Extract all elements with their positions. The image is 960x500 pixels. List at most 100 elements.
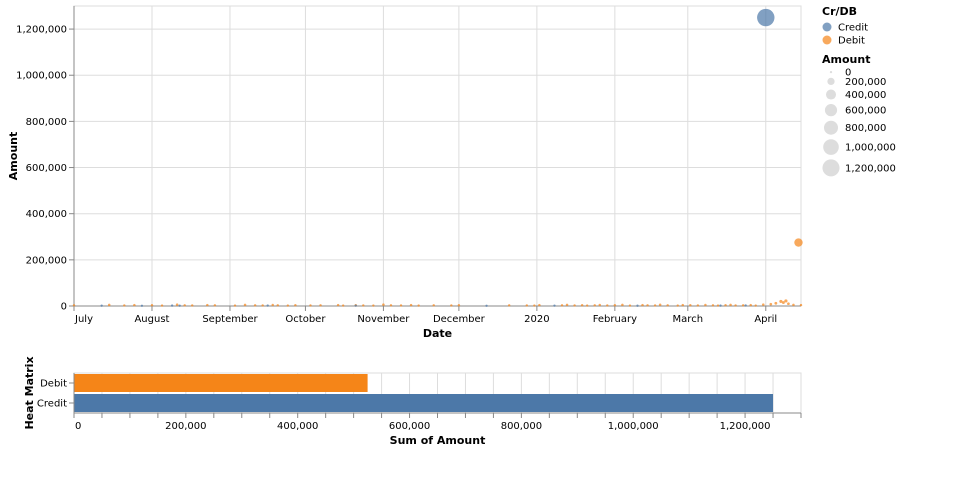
scatter-point-debit	[754, 304, 757, 307]
scatter-point-debit	[362, 304, 365, 307]
size-legend-label: 400,000	[845, 90, 886, 101]
scatter-point-debit	[261, 304, 264, 307]
scatter-point-credit	[744, 304, 747, 307]
scatter-plot-frame	[73, 5, 802, 307]
scatter-point-debit	[183, 304, 186, 307]
scatter-point-debit	[233, 304, 237, 307]
size-legend-label: 0	[845, 68, 851, 79]
size-legend-circle	[823, 139, 839, 155]
scatter-point-debit	[450, 304, 453, 307]
bar-x-tick-label: 1,200,000	[720, 421, 771, 432]
scatter-point-debit	[646, 304, 649, 307]
size-legend-label: 200,000	[845, 77, 886, 88]
y-tick-label: 800,000	[26, 117, 67, 128]
size-legend-circle	[825, 89, 837, 100]
legend-label-credit: Credit	[838, 23, 868, 34]
color-legend-entries: Credit Debit	[822, 22, 868, 47]
bar-debit	[74, 374, 368, 392]
scatter-point-debit	[294, 303, 297, 307]
scatter-point-debit	[409, 303, 413, 307]
scatter-point-debit	[565, 303, 569, 307]
scatter-point-debit	[769, 302, 773, 306]
scatter-point-debit	[123, 304, 126, 307]
scatter-chart: 0 200,000 400,000 600,000 800,000 1,000,000 1,…	[7, 5, 803, 340]
scatter-point-debit	[799, 303, 803, 307]
scatter-point-credit	[485, 304, 488, 307]
scatter-point-debit	[741, 304, 745, 307]
scatter-point-debit	[538, 303, 541, 307]
scatter-point-debit	[573, 304, 576, 307]
scatter-point-debit	[271, 303, 274, 307]
scatter-point-debit	[133, 303, 136, 307]
bar-x-tick-label: 200,000	[165, 421, 206, 432]
scatter-x-axis-title: Date	[423, 327, 452, 340]
x-tick-label: November	[357, 314, 410, 325]
scatter-point-debit	[704, 303, 707, 307]
scatter-point-debit	[689, 303, 692, 307]
size-legend-title: Amount	[822, 53, 870, 66]
scatter-point-debit	[781, 301, 785, 305]
scatter-point-debit	[585, 304, 589, 307]
y-tick-label: 1,000,000	[16, 71, 67, 82]
x-tick-label: December	[433, 314, 486, 325]
scatter-point-debit	[761, 303, 765, 306]
x-tick-label: March	[673, 314, 703, 325]
size-legend-circle	[827, 77, 835, 86]
scatter-points	[72, 8, 803, 307]
scatter-point-debit	[676, 304, 679, 307]
y-tick-label: 600,000	[26, 163, 67, 174]
scatter-point-debit	[253, 304, 257, 307]
scatter-point-debit	[175, 303, 179, 306]
size-legend-circle	[823, 120, 839, 135]
size-legend-label: 1,000,000	[845, 143, 896, 154]
scatter-point-debit	[598, 303, 601, 307]
scatter-point-debit	[457, 303, 461, 307]
scatter-point-debit	[276, 304, 279, 307]
scatter-point-debit	[372, 304, 375, 307]
scatter-y-axis: 0 200,000 400,000 600,000 800,000 1,000,000 1,…	[16, 6, 75, 313]
scatter-point-debit	[206, 303, 209, 307]
y-tick-label: 1,200,000	[16, 25, 67, 36]
scatter-point-debit	[560, 304, 564, 307]
scatter-point-debit	[286, 304, 290, 307]
scatter-point-debit	[191, 304, 194, 307]
bar-chart: Debit Credit 0 200,000 400,000 600,000 800,00…	[23, 356, 802, 447]
scatter-point-debit	[593, 304, 596, 307]
scatter-point-debit	[309, 304, 312, 307]
y-tick-label: 200,000	[26, 255, 67, 266]
scatter-point-credit	[140, 304, 144, 307]
bar-x-tick-label: 0	[75, 421, 81, 432]
scatter-point-credit	[636, 304, 639, 307]
scatter-x-axis: July August September October November Decemb…	[73, 305, 801, 325]
scatter-point-debit	[580, 303, 584, 307]
scatter-point-debit	[160, 304, 164, 307]
scatter-point-credit	[354, 304, 357, 307]
scatter-point-debit	[319, 304, 322, 307]
scatter-point-debit	[774, 301, 778, 305]
scatter-point-debit	[606, 304, 609, 307]
scatter-point-debit	[711, 304, 715, 307]
bar-y-tick-label: Debit	[40, 379, 67, 390]
scatter-point-debit	[734, 304, 737, 307]
y-tick-label: 0	[61, 302, 67, 313]
x-tick-label: August	[134, 314, 169, 325]
scatter-point-credit	[719, 304, 722, 307]
bar-x-tick-label: 800,000	[501, 421, 542, 432]
scatter-point-debit	[716, 304, 720, 307]
bar-x-axis-title: Sum of Amount	[390, 434, 486, 447]
scatter-point-debit	[399, 304, 403, 307]
bar-credit	[74, 394, 774, 412]
scatter-point-debit	[787, 302, 790, 306]
size-legend-label: 600,000	[845, 106, 886, 117]
scatter-point-debit	[341, 304, 345, 307]
scatter-point-debit	[533, 304, 536, 307]
scatter-point-debit	[794, 238, 803, 247]
scatter-point-debit	[696, 304, 700, 307]
x-tick-label: 2020	[524, 314, 549, 325]
scatter-point-debit	[507, 304, 511, 307]
size-legend-circle	[822, 159, 840, 177]
scatter-point-debit	[681, 303, 684, 307]
